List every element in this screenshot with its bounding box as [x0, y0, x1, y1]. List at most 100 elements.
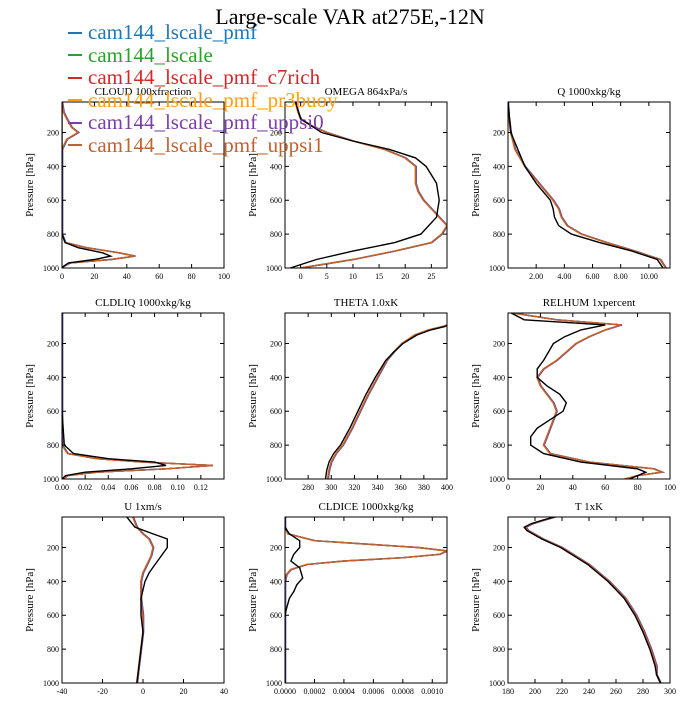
y-tick-label: 400 — [270, 162, 282, 171]
x-tick-label: 0 — [60, 272, 64, 281]
x-tick-label: 280 — [637, 687, 649, 696]
y-tick-label: 600 — [47, 196, 59, 205]
y-axis-label: Pressure [hPa] — [247, 364, 259, 428]
y-tick-label: 400 — [493, 577, 505, 586]
control-line — [508, 102, 664, 268]
legend-swatch — [68, 54, 82, 56]
y-tick-label: 200 — [47, 543, 59, 552]
panel-title: Q 1000xkg/kg — [557, 86, 621, 98]
y-tick-label: 1000 — [266, 475, 282, 484]
legend-item: cam144_lscale — [68, 43, 338, 67]
series-line — [62, 313, 214, 479]
series-group — [523, 517, 662, 683]
legend-item: cam144_lscale_pmf — [68, 20, 338, 44]
x-tick-label: 10.00 — [640, 272, 658, 281]
series-line — [524, 517, 662, 683]
y-axis-label: Pressure [hPa] — [470, 153, 482, 217]
chart-panel: CLOUD 100xfraction Pressure [hPa] 0 20 40 60 8… — [24, 86, 230, 281]
legend-label: cam144_lscale_pmf_pr3buoy — [88, 87, 338, 112]
legend-item: cam144_lscale_pmf_uppsi0 — [68, 110, 338, 134]
series-line — [508, 102, 667, 268]
series-line — [327, 324, 447, 479]
x-tick-label: -40 — [57, 687, 68, 696]
legend-label: cam144_lscale_pmf — [88, 20, 258, 44]
y-tick-label: 600 — [493, 196, 505, 205]
control-line — [523, 517, 662, 683]
y-tick-label: 800 — [47, 645, 59, 654]
x-tick-label: 0.0008 — [392, 687, 414, 696]
x-tick-label: 0.00 — [55, 483, 69, 492]
x-tick-label: 0.10 — [171, 483, 185, 492]
panel-title: THETA 1.0xK — [334, 297, 399, 309]
series-line — [327, 324, 447, 479]
series-group — [62, 102, 136, 268]
x-tick-label: 25 — [427, 272, 435, 281]
plot-frame — [61, 516, 225, 684]
x-tick-label: 220 — [556, 687, 568, 696]
chart-panel: RELHUM 1xpercent Pressure [hPa] 0 20 40 60 80 1… — [470, 297, 676, 492]
y-tick-label: 200 — [47, 339, 59, 348]
y-tick-label: 200 — [493, 128, 505, 137]
y-axis-label: Pressure [hPa] — [24, 153, 36, 217]
y-tick-label: 800 — [493, 230, 505, 239]
x-tick-label: 5 — [325, 272, 329, 281]
chart-panel: CLDLIQ 1000xkg/kg Pressure [hPa] 0.00 0.02 0… — [24, 297, 225, 492]
series-group — [324, 324, 447, 479]
y-tick-label: 800 — [493, 441, 505, 450]
panel-title: T 1xK — [575, 501, 603, 513]
control-line — [289, 102, 440, 268]
y-tick-label: 1000 — [489, 264, 505, 273]
series-group — [508, 102, 667, 268]
x-tick-label: 0.04 — [101, 483, 115, 492]
series-line — [62, 313, 213, 479]
y-tick-label: 800 — [270, 441, 282, 450]
y-tick-label: 1000 — [489, 679, 505, 688]
panel-title: U 1xm/s — [124, 501, 162, 513]
figure-title: Large-scale VAR at275E,-12N — [215, 4, 485, 29]
y-tick-label: 1000 — [43, 264, 59, 273]
chart-panel: T 1xK Pressure [hPa] 180 200 220 240 260 280 300… — [470, 501, 676, 696]
series-group — [510, 313, 666, 479]
plot-frame — [61, 101, 225, 269]
chart-panel: CLDICE 1000xkg/kg Pressure [hPa] 0.0000 0.0… — [247, 501, 448, 696]
series-line — [508, 102, 667, 268]
x-tick-label: 20 — [401, 272, 409, 281]
y-tick-label: 600 — [47, 407, 59, 416]
y-axis-label: Pressure [hPa] — [24, 568, 36, 632]
panel-title: CLDICE 1000xkg/kg — [318, 501, 414, 513]
control-line — [285, 517, 304, 683]
x-tick-label: 60 — [601, 483, 609, 492]
x-tick-label: 260 — [610, 687, 622, 696]
y-tick-label: 400 — [493, 162, 505, 171]
x-tick-label: 40 — [569, 483, 577, 492]
x-tick-label: 40 — [123, 272, 131, 281]
y-tick-label: 400 — [270, 373, 282, 382]
plot-frame — [284, 312, 448, 480]
series-line — [524, 517, 661, 683]
x-tick-label: 20 — [90, 272, 98, 281]
legend-item: cam144_lscale_pmf_uppsi1 — [68, 133, 338, 157]
y-tick-label: 200 — [270, 543, 282, 552]
series-line — [285, 517, 447, 683]
chart-panel: U 1xm/s Pressure [hPa] -40 -20 0 20 40 200 400 60… — [24, 501, 228, 696]
x-tick-label: 360 — [395, 483, 407, 492]
legend: cam144_lscale_pmf cam144_lscale cam144_lsc… — [68, 20, 338, 157]
series-line — [285, 517, 447, 683]
x-tick-label: 6.00 — [586, 272, 600, 281]
y-axis-label: Pressure [hPa] — [247, 153, 259, 217]
y-tick-label: 400 — [493, 373, 505, 382]
x-tick-label: 340 — [372, 483, 384, 492]
x-tick-label: 0 — [506, 483, 510, 492]
panel-title: OMEGA 864xPa/s — [325, 86, 408, 98]
chart-panel: OMEGA 864xPa/s Pressure [hPa] 0 5 10 15 20 25 20… — [247, 86, 448, 281]
series-line — [285, 517, 447, 683]
series-line — [525, 517, 662, 683]
plot-frame — [284, 101, 448, 269]
series-line — [62, 102, 135, 268]
series-line — [508, 102, 667, 268]
series-line — [327, 324, 447, 479]
series-group — [62, 313, 214, 479]
legend-swatch — [68, 76, 82, 79]
x-tick-label: 80 — [634, 483, 642, 492]
